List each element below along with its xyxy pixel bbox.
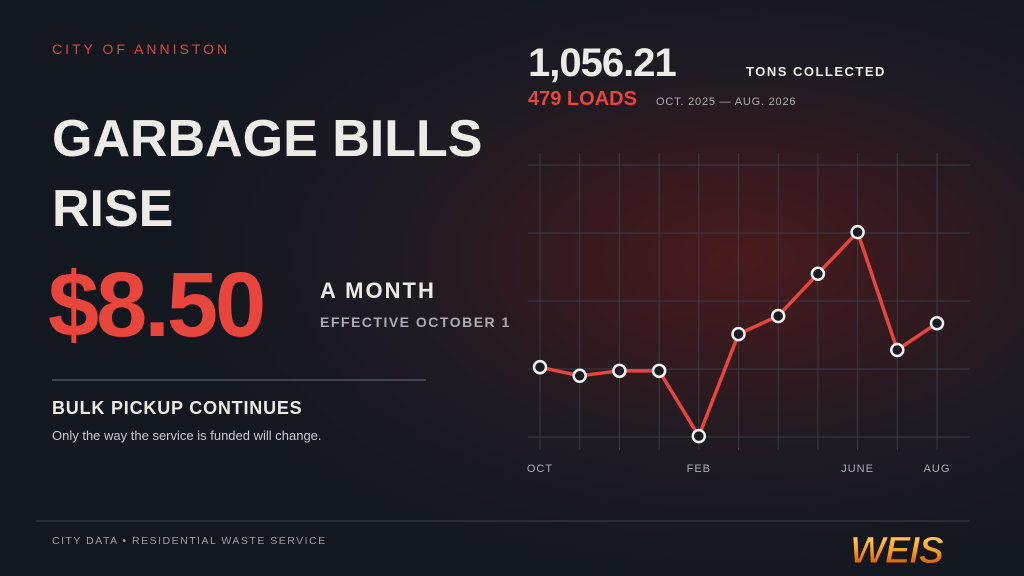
data-point <box>929 315 945 331</box>
subhead: BULK PICKUP CONTINUES <box>52 398 302 418</box>
stat-period: OCT. 2025 — AUG. 2026 <box>656 96 796 108</box>
source: CITY DATA • RESIDENTIAL WASTE SERVICE <box>52 535 327 547</box>
data-point <box>810 266 826 282</box>
title-line: RISE <box>52 180 173 238</box>
plot: OCT FEB JUNE AUG <box>527 153 970 475</box>
data-point <box>890 342 905 358</box>
x-tick-label: JUNE <box>841 463 874 475</box>
price: $8.50 <box>48 254 263 356</box>
x-tick-label: OCT <box>527 463 553 475</box>
data-point <box>691 428 707 444</box>
effective-date: EFFECTIVE OCTOBER 1 <box>320 314 511 330</box>
body-text: Only the way the service is funded will … <box>52 428 322 443</box>
data-point <box>612 363 627 379</box>
data-point <box>731 326 746 342</box>
stat-loads: 479 LOADS <box>528 88 637 110</box>
data-point <box>651 363 667 379</box>
data-point <box>770 308 786 324</box>
logo: WEIS <box>850 530 944 572</box>
data-point <box>572 368 587 384</box>
stat-value: 1,056.21 <box>528 41 676 85</box>
stat-label: TONS COLLECTED <box>746 64 886 79</box>
kicker: CITY OF ANNISTON <box>52 41 230 57</box>
x-tick-label: AUG <box>924 463 951 475</box>
x-tick-label: FEB <box>687 463 711 475</box>
title-line: GARBAGE BILLS <box>52 110 482 168</box>
price-unit: A MONTH <box>320 278 436 303</box>
data-point <box>532 359 548 375</box>
data-point <box>850 224 865 240</box>
